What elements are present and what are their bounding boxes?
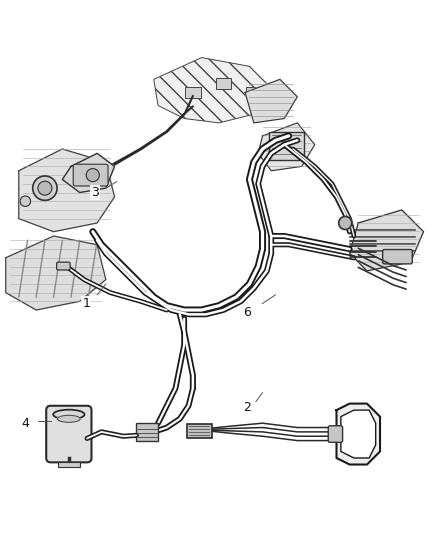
Text: 6: 6: [244, 306, 251, 319]
Polygon shape: [19, 149, 115, 232]
FancyBboxPatch shape: [328, 426, 343, 442]
Circle shape: [20, 196, 31, 206]
Polygon shape: [154, 58, 271, 123]
Text: 4: 4: [21, 417, 29, 430]
Circle shape: [86, 168, 99, 182]
FancyBboxPatch shape: [46, 406, 92, 462]
Circle shape: [38, 181, 52, 195]
Circle shape: [33, 176, 57, 200]
Polygon shape: [245, 79, 297, 123]
Bar: [215, 78, 231, 89]
Polygon shape: [62, 154, 115, 192]
Polygon shape: [58, 462, 80, 467]
FancyBboxPatch shape: [383, 249, 412, 264]
FancyBboxPatch shape: [57, 262, 70, 270]
Text: 3: 3: [91, 186, 99, 199]
FancyBboxPatch shape: [187, 424, 212, 439]
Text: 1: 1: [82, 297, 90, 310]
Bar: [185, 87, 201, 98]
Ellipse shape: [57, 415, 80, 422]
Bar: [136, 423, 158, 441]
Bar: [246, 87, 261, 98]
FancyBboxPatch shape: [269, 132, 304, 160]
Text: 2: 2: [244, 401, 251, 415]
FancyBboxPatch shape: [73, 164, 108, 186]
Polygon shape: [6, 236, 106, 310]
Polygon shape: [258, 123, 315, 171]
Polygon shape: [341, 410, 376, 458]
Circle shape: [339, 216, 352, 230]
Polygon shape: [350, 210, 424, 271]
Polygon shape: [336, 403, 380, 465]
Ellipse shape: [53, 410, 85, 419]
